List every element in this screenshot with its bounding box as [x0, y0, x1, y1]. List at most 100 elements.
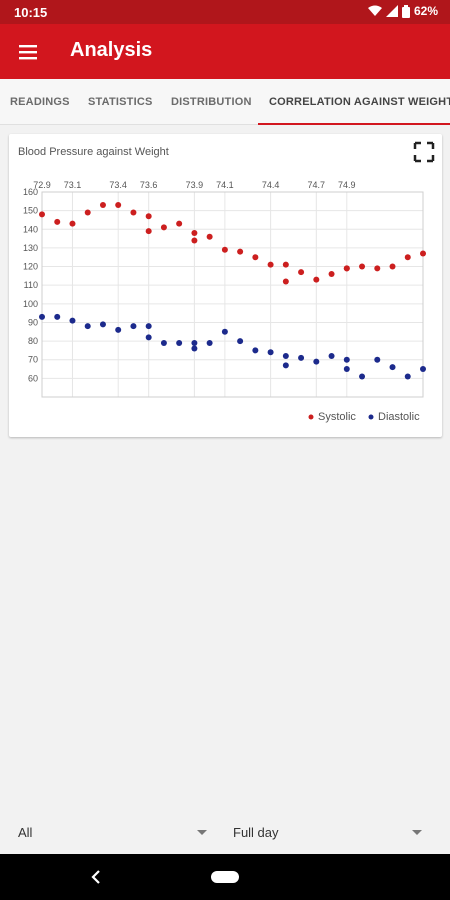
systolic-point	[130, 209, 137, 216]
diastolic-point	[359, 373, 366, 380]
systolic-point	[145, 213, 152, 220]
plot-frame	[41, 191, 424, 398]
x-tick-label: 73.1	[64, 180, 82, 190]
tab-distribution[interactable]: DISTRIBUTION	[171, 96, 252, 108]
systolic-point	[282, 278, 289, 285]
diastolic-point	[130, 323, 137, 330]
systolic-point	[69, 220, 76, 227]
systolic-point	[206, 233, 213, 240]
systolic-point	[267, 261, 274, 268]
diastolic-point	[206, 339, 213, 346]
systolic-point	[84, 209, 91, 216]
wifi-icon	[367, 5, 382, 16]
system-nav-bar	[0, 854, 450, 900]
systolic-point	[191, 237, 198, 244]
chart-card: 60 70 80 90 100 110 120 130 140 150 160 72.9 73.1 73.…	[9, 134, 442, 437]
diastolic-point	[221, 328, 228, 335]
app-bar: Analysis	[0, 24, 450, 79]
y-tick-label: 100	[23, 299, 38, 309]
y-tick-label: 120	[23, 262, 38, 272]
systolic-point	[328, 271, 335, 277]
diastolic-point	[176, 339, 183, 346]
diastolic-point	[267, 349, 274, 356]
systolic-point	[343, 265, 350, 272]
diastolic-point	[191, 339, 198, 346]
diastolic-point	[282, 362, 289, 369]
systolic-point	[176, 220, 183, 227]
diastolic-point	[389, 364, 396, 371]
diastolic-point	[328, 353, 335, 359]
tab-correlation-against-weight[interactable]: CORRELATION AGAINST WEIGHT	[269, 96, 450, 108]
systolic-point	[298, 269, 305, 276]
systolic-point	[389, 263, 396, 270]
diastolic-point	[191, 345, 198, 352]
diastolic-point	[343, 366, 350, 373]
fullscreen-icon[interactable]	[412, 140, 436, 164]
y-tick-label: 130	[23, 243, 38, 253]
diastolic-point	[237, 338, 244, 345]
systolic-point	[359, 263, 366, 270]
diastolic-point	[282, 353, 289, 359]
page-title: Analysis	[70, 39, 153, 61]
chart-title: Blood Pressure against Weight	[18, 146, 169, 158]
diastolic-point	[115, 326, 122, 333]
systolic-point	[282, 261, 289, 268]
systolic-point	[54, 218, 61, 225]
y-tick-label: 60	[28, 373, 38, 383]
x-tick-label: 74.9	[338, 180, 356, 190]
y-tick-label: 90	[28, 317, 38, 327]
y-tick-label: 80	[28, 336, 38, 346]
diastolic-point	[99, 321, 106, 328]
x-tick-label: 74.7	[308, 180, 326, 190]
systolic-point	[39, 211, 45, 218]
systolic-point	[145, 228, 152, 235]
legend-systolic-label: Systolic	[318, 411, 356, 423]
battery-level: 62%	[413, 4, 438, 18]
systolic-point	[191, 230, 198, 236]
time-of-day-filter-dropdown[interactable]: Full day	[233, 818, 425, 846]
systolic-point	[374, 265, 381, 272]
status-bar: 10:15 62%	[0, 0, 450, 24]
diastolic-point	[313, 358, 320, 365]
y-tick-label: 160	[23, 187, 38, 197]
x-tick-label: 74.4	[262, 180, 280, 190]
diastolic-point	[69, 317, 76, 324]
systolic-point	[237, 248, 244, 255]
y-tick-label: 110	[24, 280, 38, 290]
x-tick-label: 73.4	[109, 180, 127, 190]
diastolic-point	[252, 347, 259, 354]
y-tick-label: 140	[23, 224, 38, 234]
diastolic-point	[54, 313, 61, 320]
back-icon[interactable]	[86, 867, 106, 887]
x-tick-label: 73.9	[186, 180, 204, 190]
y-tick-label: 150	[23, 206, 38, 216]
status-icons: 62%	[367, 4, 438, 18]
diastolic-point	[374, 356, 381, 363]
diastolic-point	[160, 339, 167, 346]
x-tick-label: 74.1	[216, 180, 234, 190]
systolic-point	[404, 254, 411, 261]
tab-statistics[interactable]: STATISTICS	[88, 96, 153, 108]
systolic-point	[160, 224, 167, 231]
period-filter-dropdown[interactable]: All	[18, 818, 210, 846]
hamburger-menu-icon[interactable]	[16, 40, 40, 64]
tab-readings[interactable]: READINGS	[10, 96, 70, 108]
home-button[interactable]	[211, 871, 239, 883]
systolic-point	[115, 202, 122, 209]
diastolic-point	[145, 334, 152, 341]
diastolic-point	[145, 323, 152, 330]
legend-systolic-marker	[308, 414, 314, 420]
diastolic-point	[298, 354, 305, 361]
diastolic-point	[39, 313, 45, 320]
diastolic-point	[404, 373, 411, 380]
systolic-point	[252, 254, 259, 261]
x-tick-label: 72.9	[33, 180, 51, 190]
x-tick-label: 73.6	[140, 180, 158, 190]
dropdown-arrow-icon	[197, 830, 207, 835]
systolic-point	[221, 246, 228, 253]
legend-diastolic-marker	[368, 414, 374, 420]
tab-bar: READINGS STATISTICS DISTRIBUTION CORRELA…	[0, 79, 450, 125]
signal-icon	[385, 5, 398, 17]
period-filter-value: All	[18, 825, 33, 840]
